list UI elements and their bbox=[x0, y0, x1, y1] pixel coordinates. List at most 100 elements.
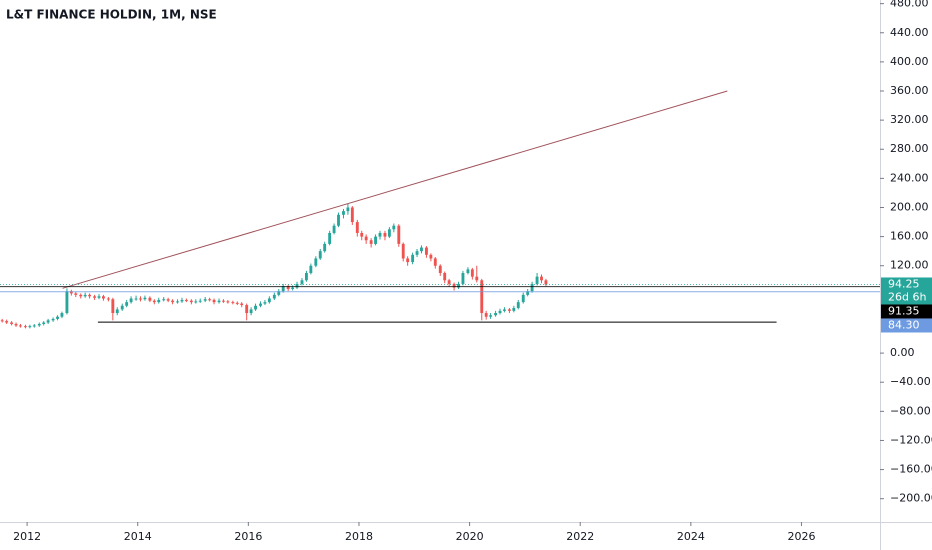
candle-body bbox=[83, 294, 87, 297]
x-tick-label: 2012 bbox=[13, 530, 41, 543]
candle-body bbox=[74, 293, 78, 295]
candle-body bbox=[106, 298, 110, 300]
candle-body bbox=[180, 299, 184, 302]
candle-body bbox=[226, 301, 230, 303]
candle-body bbox=[157, 299, 161, 303]
candle-body bbox=[544, 280, 548, 285]
candle-body bbox=[433, 258, 437, 266]
candle-body bbox=[480, 280, 484, 314]
trend-line bbox=[62, 90, 728, 289]
candle-body bbox=[355, 222, 359, 233]
candle-body bbox=[254, 305, 257, 310]
candle-body bbox=[28, 326, 32, 328]
candle-body bbox=[235, 302, 239, 304]
y-tick-label: 400.00 bbox=[890, 55, 929, 68]
candle-body bbox=[120, 305, 124, 310]
candle-body bbox=[208, 299, 212, 301]
price-label-bg bbox=[881, 304, 932, 319]
candle-body bbox=[259, 303, 262, 306]
y-tick-label: −40.00 bbox=[890, 375, 931, 388]
candle-body bbox=[212, 299, 216, 303]
candle-body bbox=[198, 300, 202, 302]
candle-body bbox=[383, 232, 387, 237]
candle-body bbox=[222, 300, 225, 302]
candle-body bbox=[332, 225, 336, 233]
candle-body bbox=[346, 207, 350, 212]
countdown-label: 26d 6h bbox=[888, 290, 926, 303]
candle-body bbox=[291, 287, 295, 290]
candle-body bbox=[328, 232, 332, 244]
candle-body bbox=[415, 251, 419, 255]
candle-body bbox=[447, 280, 451, 284]
candle-body bbox=[37, 323, 41, 326]
candle-body bbox=[19, 325, 22, 327]
x-tick-label: 2020 bbox=[456, 530, 484, 543]
candle-body bbox=[314, 258, 318, 266]
candle-body bbox=[134, 298, 138, 300]
candle-body bbox=[397, 225, 401, 244]
candle-body bbox=[461, 273, 465, 284]
candle-body bbox=[263, 302, 267, 304]
candle-body bbox=[521, 294, 525, 303]
candle-body bbox=[526, 291, 530, 295]
candle-body bbox=[148, 297, 152, 301]
candle-body bbox=[309, 265, 313, 274]
candle-body bbox=[24, 326, 27, 328]
candle-body bbox=[10, 322, 14, 324]
candle-body bbox=[286, 286, 290, 290]
candle-body bbox=[46, 320, 50, 323]
candle-body bbox=[231, 302, 235, 304]
candle-body bbox=[65, 291, 69, 314]
candle-body bbox=[411, 254, 415, 263]
candle-body bbox=[79, 294, 83, 297]
candle-body bbox=[281, 286, 285, 292]
candle-body bbox=[245, 305, 249, 314]
candle-body bbox=[429, 254, 433, 259]
candle-body bbox=[93, 296, 97, 298]
candle-body bbox=[337, 214, 340, 226]
candle-body bbox=[438, 265, 442, 274]
candle-body bbox=[516, 302, 520, 308]
candle-body bbox=[272, 294, 276, 299]
candle-body bbox=[171, 300, 175, 303]
candle-body bbox=[143, 297, 147, 300]
y-tick-label: 320.00 bbox=[890, 113, 929, 126]
candle-body bbox=[176, 301, 179, 303]
candle-body bbox=[540, 276, 543, 281]
y-tick-label: 160.00 bbox=[890, 230, 929, 243]
candle-body bbox=[387, 229, 391, 237]
candle-body bbox=[139, 298, 142, 300]
y-tick-label: 240.00 bbox=[890, 171, 929, 184]
candle-body bbox=[249, 309, 253, 314]
candle-body bbox=[466, 269, 470, 274]
price-label-bg bbox=[881, 318, 932, 333]
candle-body bbox=[97, 296, 101, 298]
y-tick-label: 0.00 bbox=[890, 346, 915, 359]
candle-body bbox=[318, 251, 322, 259]
y-tick-label: 120.00 bbox=[890, 259, 929, 272]
price-label: 84.30 bbox=[888, 318, 920, 331]
candle-body bbox=[60, 313, 64, 317]
candle-body bbox=[14, 323, 18, 326]
y-tick-label: 360.00 bbox=[890, 84, 929, 97]
candle-body bbox=[364, 236, 368, 241]
y-tick-label: 480.00 bbox=[890, 0, 929, 10]
candle-body bbox=[304, 273, 308, 281]
candle-body bbox=[530, 283, 534, 292]
candle-body bbox=[115, 309, 119, 314]
candle-body bbox=[507, 309, 511, 311]
candle-body bbox=[32, 325, 36, 327]
candle-body bbox=[401, 243, 405, 259]
candle-body bbox=[240, 303, 244, 306]
candle-body bbox=[184, 299, 188, 301]
candle-body bbox=[425, 247, 428, 255]
candle-body bbox=[443, 273, 447, 281]
candle-body bbox=[69, 291, 73, 294]
price-label-bg bbox=[881, 277, 932, 305]
candle-body bbox=[457, 283, 460, 288]
x-tick-label: 2018 bbox=[345, 530, 373, 543]
candle-body bbox=[129, 298, 133, 303]
candle-body bbox=[125, 302, 129, 306]
